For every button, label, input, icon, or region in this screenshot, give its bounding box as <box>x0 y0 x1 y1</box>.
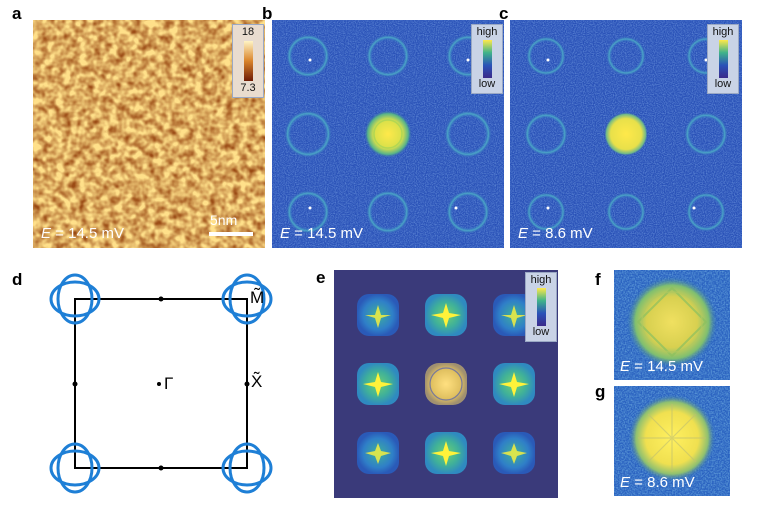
panel-label-a: a <box>12 4 22 23</box>
energy-label-a: E = 14.5 mV <box>41 225 124 242</box>
fourier-zoom-image-g <box>614 386 730 496</box>
panel-label-e: e <box>316 268 326 287</box>
fourier-map-c: E = 8.6 mV <box>510 20 742 248</box>
fourier-zoom-f: E = 14.5 mV <box>614 270 730 380</box>
colorbar-min: 7.3 <box>240 82 256 94</box>
colorbar-high-e: high <box>530 274 552 286</box>
energy-label-c: E = 8.6 mV <box>518 225 593 242</box>
fourier-zoom-image-f <box>614 270 730 380</box>
energy-label-g: E = 8.6 mV <box>620 474 695 491</box>
colorbar-gradient-e <box>537 288 546 326</box>
colorbar-low-b: low <box>478 78 496 90</box>
x-point-label: X̃ <box>251 372 263 391</box>
fermi-pocket-bottom-left <box>49 442 101 494</box>
energy-label-b: E = 14.5 mV <box>280 225 363 242</box>
colorbar-high-c: high <box>712 26 734 38</box>
colorbar-high-b: high <box>476 26 498 38</box>
zone-edge-point-top <box>158 296 164 302</box>
simulated-image <box>357 294 535 474</box>
simulated-map-e <box>334 270 558 498</box>
colorbar-gradient-c <box>719 40 728 78</box>
fourier-image-b <box>272 20 504 248</box>
scale-bar-label: 5nm <box>210 212 238 228</box>
panel-label-d: d <box>12 270 23 289</box>
fermi-pocket-top-left <box>49 273 101 325</box>
zone-edge-point-bottom <box>158 465 164 471</box>
panel-label-g: g <box>595 382 606 401</box>
colorbar-low-c: low <box>714 78 732 90</box>
panel-label-f: f <box>595 270 601 289</box>
brillouin-zone-diagram <box>49 273 273 494</box>
m-point-label: M̃ <box>250 288 265 307</box>
colorbar-c: high low <box>707 24 739 94</box>
fourier-zoom-g: E = 8.6 mV <box>614 386 730 496</box>
gamma-label: Γ <box>164 374 174 393</box>
panel-label-c: c <box>499 4 509 23</box>
colorbar-e: high low <box>525 272 557 342</box>
fermi-pocket-top-right <box>221 273 273 325</box>
colorbar-low-e: low <box>532 326 550 338</box>
energy-label-f: E = 14.5 mV <box>620 358 703 375</box>
colorbar-max: 18 <box>241 26 255 38</box>
brillouin-zone-frame <box>74 298 248 469</box>
scale-bar <box>209 232 253 236</box>
colorbar-a: 18 7.3 <box>232 24 264 98</box>
zone-edge-point-left <box>72 381 78 387</box>
gamma-point <box>157 382 161 386</box>
fourier-map-b: E = 14.5 mV <box>272 20 504 248</box>
central-ring <box>429 367 463 401</box>
colorbar-gradient-b <box>483 40 492 78</box>
fourier-image-c <box>510 20 742 248</box>
topography-map-a: E = 14.5 mV 5nm <box>33 20 265 248</box>
fermi-pocket-bottom-right <box>221 442 273 494</box>
zone-edge-point-right <box>244 381 250 387</box>
colorbar-gradient <box>244 41 253 81</box>
colorbar-b: high low <box>471 24 503 94</box>
topography-image <box>33 20 265 248</box>
panel-label-b: b <box>262 4 273 23</box>
